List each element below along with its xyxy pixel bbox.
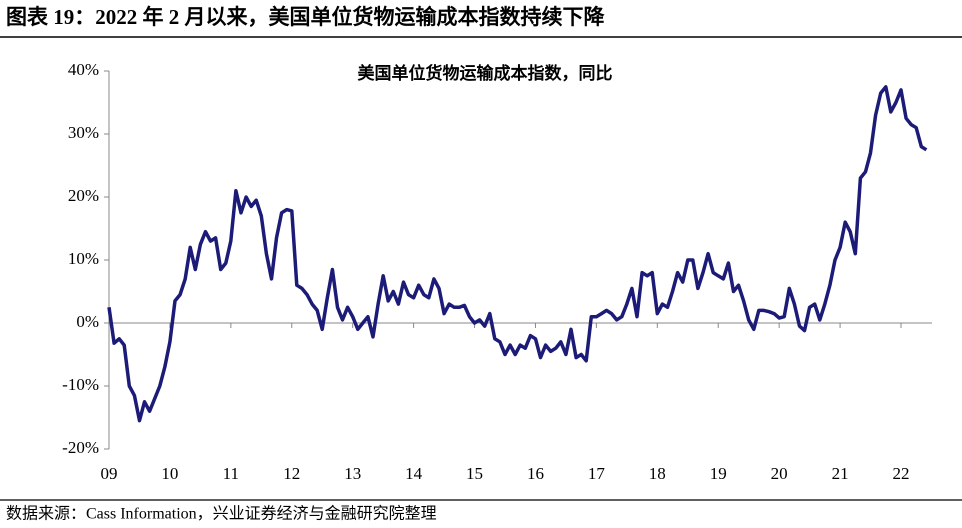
x-tick-label: 09 [101, 464, 118, 483]
y-tick-label: 30% [68, 123, 99, 142]
y-tick-label: 20% [68, 186, 99, 205]
x-tick-label: 18 [649, 464, 666, 483]
y-tick-label: -20% [62, 438, 99, 457]
line-series [107, 85, 928, 423]
x-tick-label: 20 [771, 464, 788, 483]
y-tick-label: 40% [68, 60, 99, 79]
x-tick-label: 22 [893, 464, 910, 483]
y-tick-label: -10% [62, 375, 99, 394]
source: 数据来源：Cass Information，兴业证券经济与金融研究院整理 [6, 505, 437, 523]
chart-title: 美国单位货物运输成本指数，同比 [358, 63, 613, 84]
x-tick-label: 15 [466, 464, 483, 483]
x-tick-label: 11 [223, 464, 239, 483]
x-tick-label: 16 [527, 464, 544, 483]
x-tick-label: 21 [832, 464, 849, 483]
x-tick-label: 12 [283, 464, 300, 483]
x-tick-label: 17 [588, 464, 606, 483]
y-tick-label: 10% [68, 249, 99, 268]
page-title: 图表 19：2022 年 2 月以来，美国单位货物运输成本指数持续下降 [6, 5, 605, 29]
x-tick-label: 13 [344, 464, 361, 483]
x-tick-label: 10 [161, 464, 178, 483]
y-tick-label: 0% [76, 312, 99, 331]
x-tick-label: 14 [405, 464, 423, 483]
x-tick-label: 19 [710, 464, 727, 483]
